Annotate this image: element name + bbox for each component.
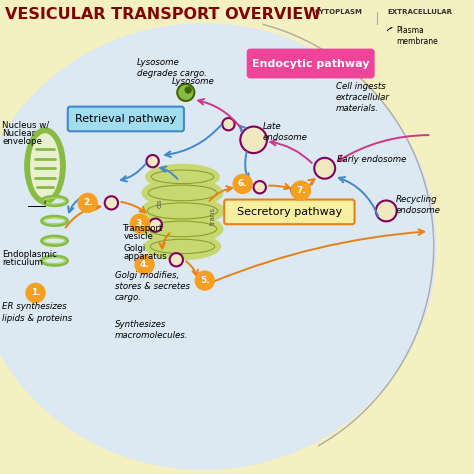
- Text: ER synthesizes
lipids & proteins: ER synthesizes lipids & proteins: [2, 302, 73, 322]
- Text: Secretory pathway: Secretory pathway: [237, 207, 342, 217]
- Ellipse shape: [25, 128, 65, 204]
- Circle shape: [26, 283, 45, 302]
- Ellipse shape: [0, 24, 436, 469]
- Circle shape: [376, 201, 397, 221]
- Circle shape: [222, 118, 235, 130]
- Text: 7.: 7.: [296, 186, 306, 195]
- Text: Nucleus w/: Nucleus w/: [2, 121, 49, 130]
- Circle shape: [135, 255, 154, 274]
- Text: 6.: 6.: [238, 180, 247, 188]
- Text: apparatus: apparatus: [123, 252, 167, 261]
- Text: Golgi: Golgi: [123, 244, 146, 253]
- Circle shape: [292, 184, 304, 197]
- Ellipse shape: [141, 196, 224, 226]
- Text: Synthesizes
macromolecules.: Synthesizes macromolecules.: [115, 320, 188, 340]
- Circle shape: [292, 181, 310, 200]
- Text: Transport: Transport: [123, 224, 164, 233]
- Text: 3.: 3.: [135, 219, 145, 228]
- Text: Retrieval pathway: Retrieval pathway: [75, 114, 176, 124]
- Text: Cell ingests
extracellular
materials.: Cell ingests extracellular materials.: [336, 82, 390, 113]
- Circle shape: [130, 214, 149, 233]
- Text: CYTOPLASM: CYTOPLASM: [315, 9, 363, 15]
- Circle shape: [240, 127, 267, 153]
- Circle shape: [105, 196, 118, 210]
- Ellipse shape: [31, 134, 59, 198]
- Ellipse shape: [145, 234, 220, 260]
- Text: Late
endosome: Late endosome: [263, 122, 308, 142]
- Circle shape: [78, 193, 97, 212]
- Circle shape: [177, 84, 194, 101]
- Text: 5.: 5.: [200, 276, 210, 285]
- FancyBboxPatch shape: [68, 107, 184, 131]
- Text: Plasma
membrane: Plasma membrane: [396, 26, 438, 46]
- Text: cis: cis: [156, 198, 163, 208]
- Circle shape: [254, 181, 266, 193]
- Text: Early endosome: Early endosome: [337, 155, 407, 164]
- FancyBboxPatch shape: [247, 49, 374, 78]
- Text: 2.: 2.: [83, 199, 92, 207]
- Circle shape: [170, 253, 183, 266]
- Circle shape: [233, 174, 252, 193]
- Ellipse shape: [142, 215, 223, 243]
- Text: Endoplasmic: Endoplasmic: [2, 250, 57, 259]
- Text: trans: trans: [210, 207, 216, 225]
- Circle shape: [198, 275, 211, 289]
- Text: Endocytic pathway: Endocytic pathway: [252, 58, 369, 69]
- Circle shape: [149, 219, 162, 232]
- Text: 1.: 1.: [31, 289, 40, 297]
- Text: vesicle: vesicle: [123, 232, 153, 241]
- Text: Lysosome
degrades cargo.: Lysosome degrades cargo.: [137, 58, 207, 78]
- Circle shape: [195, 271, 214, 290]
- Text: Golgi modifies,
stores & secretes
cargo.: Golgi modifies, stores & secretes cargo.: [115, 271, 190, 302]
- Text: Recycling
endosome: Recycling endosome: [396, 195, 441, 215]
- Text: reticulum: reticulum: [2, 258, 43, 267]
- FancyBboxPatch shape: [224, 200, 355, 224]
- Text: envelope: envelope: [2, 137, 42, 146]
- Ellipse shape: [142, 179, 223, 207]
- Text: EXTRACELLULAR: EXTRACELLULAR: [387, 9, 452, 15]
- Text: VESICULAR TRANSPORT OVERVIEW: VESICULAR TRANSPORT OVERVIEW: [5, 7, 320, 22]
- Circle shape: [185, 87, 191, 93]
- Circle shape: [314, 158, 335, 179]
- Circle shape: [146, 155, 159, 167]
- Ellipse shape: [146, 164, 219, 189]
- Text: Nuclear: Nuclear: [2, 129, 36, 138]
- Text: 4.: 4.: [140, 260, 149, 269]
- Text: Lysosome: Lysosome: [172, 77, 214, 86]
